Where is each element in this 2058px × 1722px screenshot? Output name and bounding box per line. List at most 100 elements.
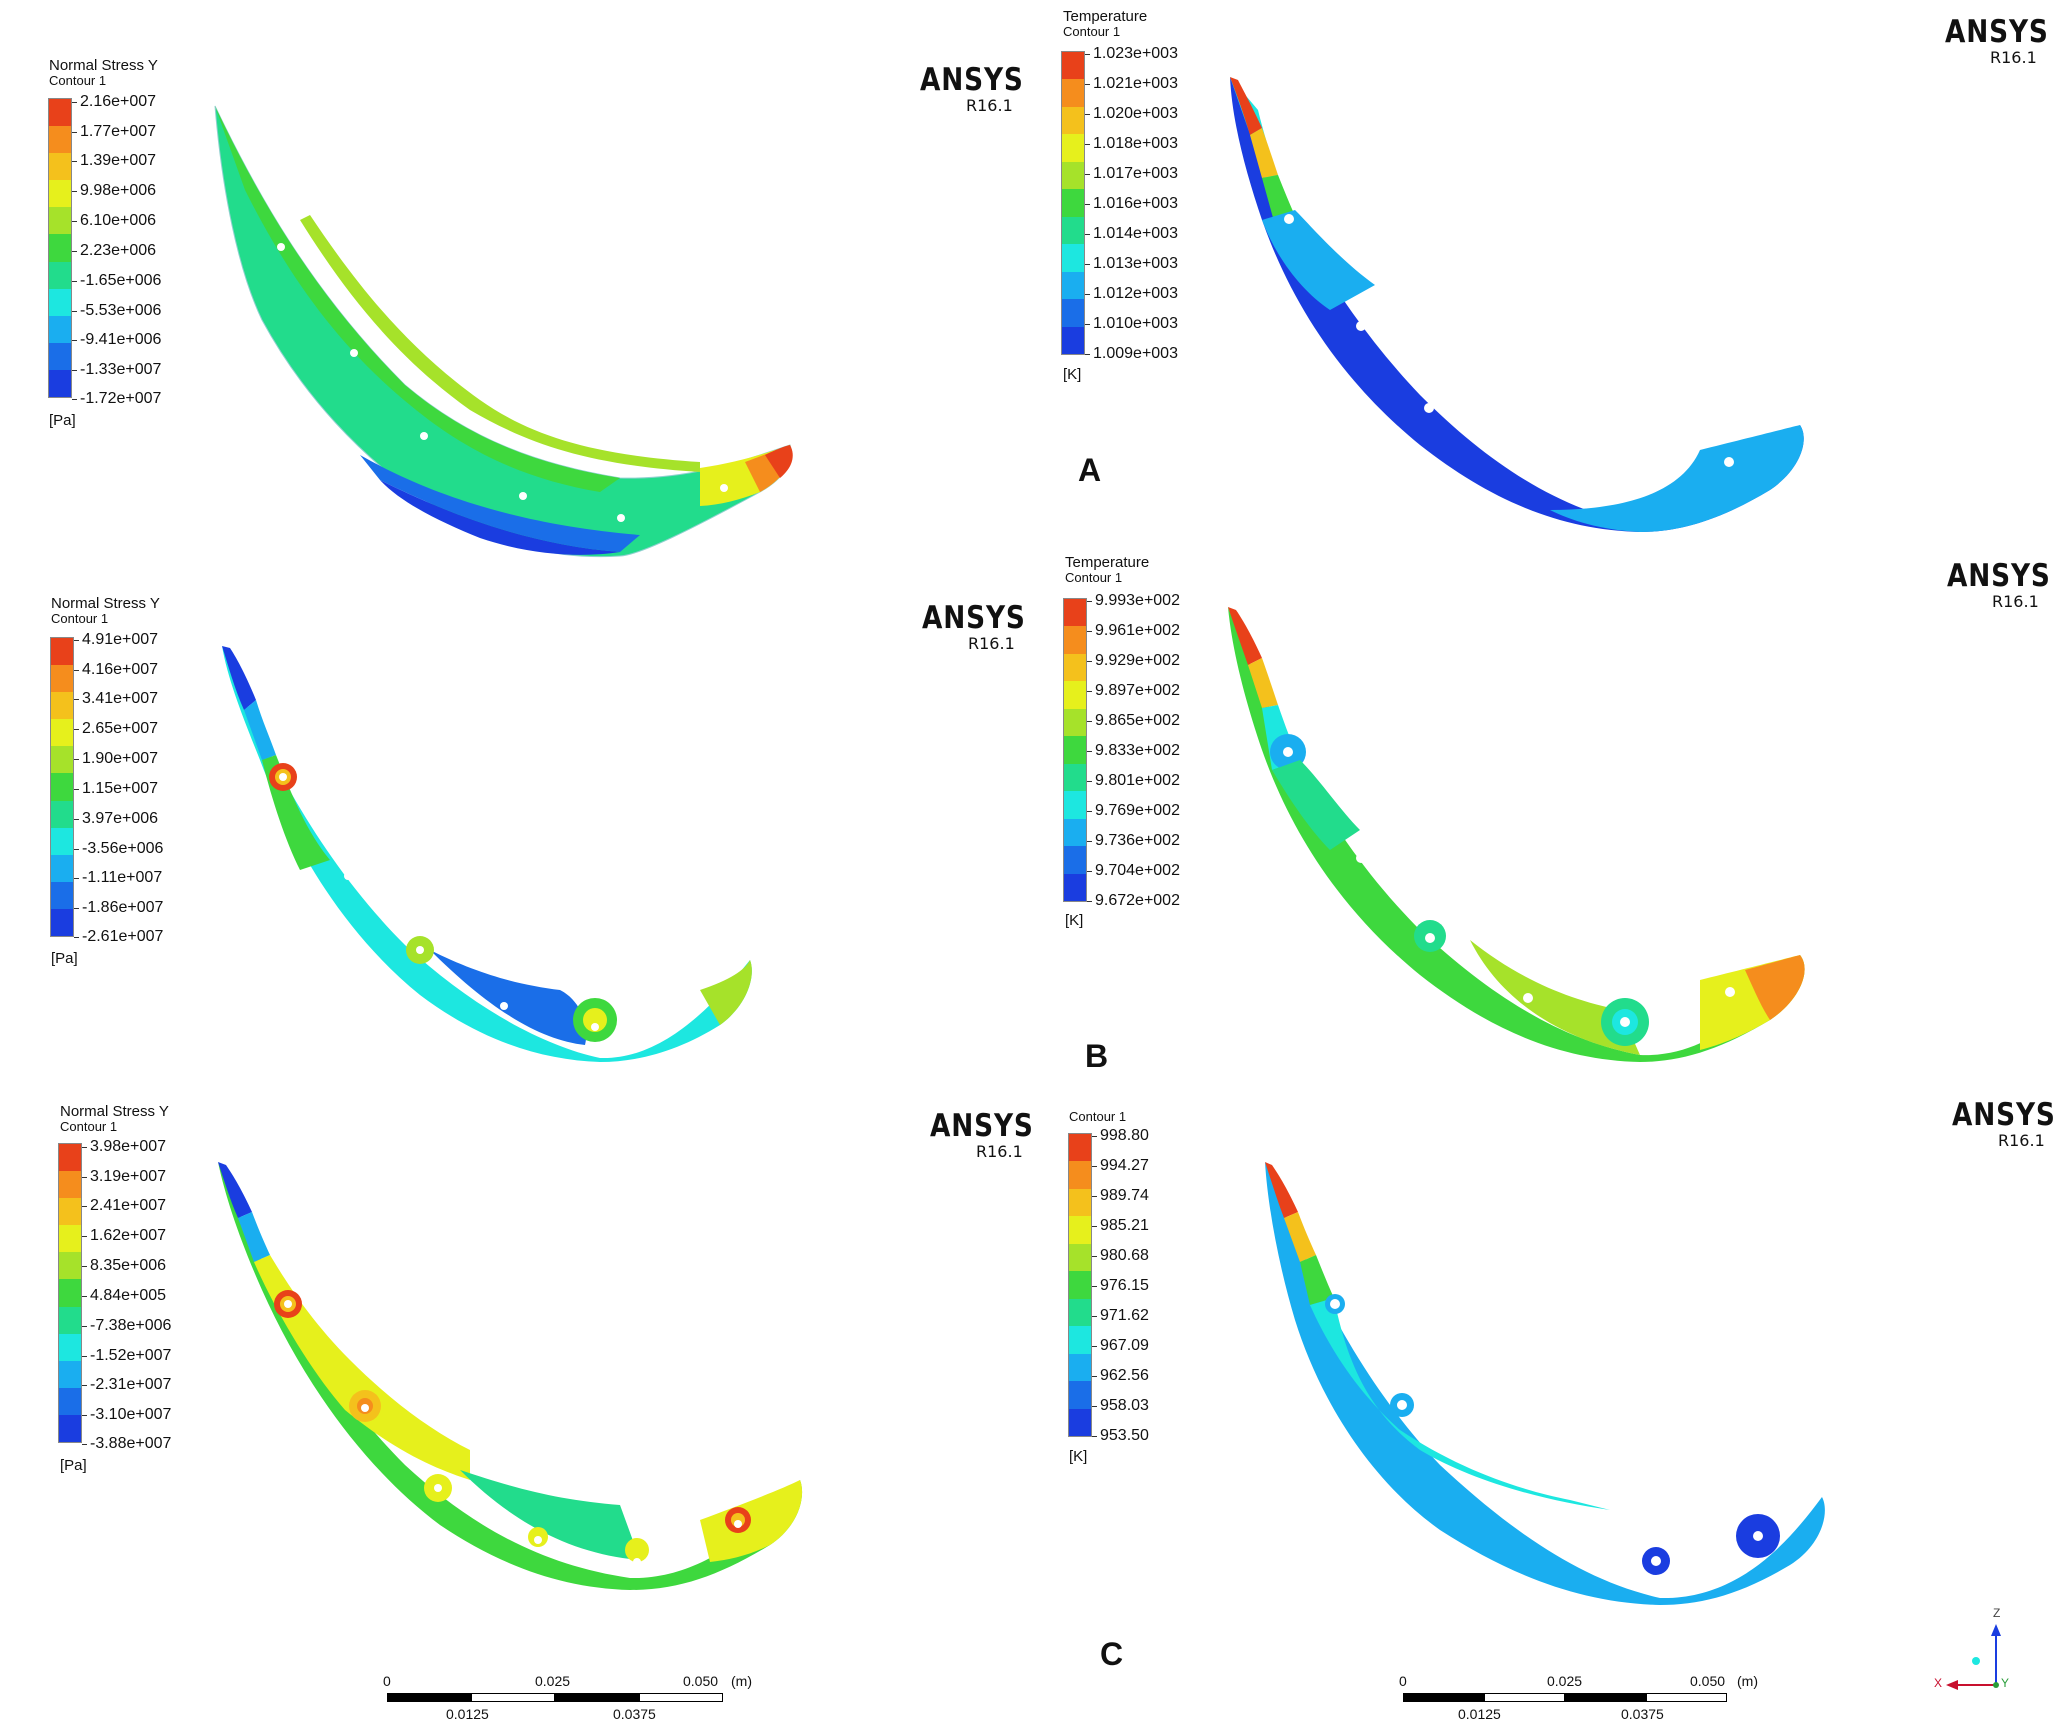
legend-tick: 989.74 xyxy=(1092,1187,1149,1204)
legend-tick: 9.704e+002 xyxy=(1087,862,1180,879)
color-legend-bar xyxy=(1068,1133,1092,1437)
legend-tick: 1.012e+003 xyxy=(1085,285,1178,302)
legend-tick: 9.961e+002 xyxy=(1087,622,1180,639)
legend-subtitle: Contour 1 xyxy=(1069,1109,1127,1124)
legend-tick: 9.801e+002 xyxy=(1087,772,1180,789)
scale-label: 0.0375 xyxy=(613,1706,656,1722)
legend-subtitle: Contour 1 xyxy=(1063,24,1121,39)
legend-tick: -1.11e+007 xyxy=(73,869,163,886)
legend-tick: 9.833e+002 xyxy=(1087,742,1180,759)
ansys-release: R16.1 xyxy=(966,96,1013,115)
axis-x-label: X xyxy=(1934,1676,1943,1690)
scale-label: 0 xyxy=(383,1673,391,1689)
ansys-logo: ANSYS xyxy=(930,1108,1034,1144)
legend-tick: 9.929e+002 xyxy=(1087,652,1180,669)
legend-tick: 1.90e+007 xyxy=(73,750,159,767)
color-legend-bar xyxy=(50,637,74,937)
legend-subtitle: Contour 1 xyxy=(60,1119,118,1134)
legend-tick: 4.91e+007 xyxy=(73,631,159,648)
scale-label: 0.0375 xyxy=(1621,1706,1664,1722)
ansys-logo: ANSYS xyxy=(1952,1097,2056,1133)
legend-unit: [Pa] xyxy=(60,1457,87,1474)
blade-a-temperature xyxy=(1230,77,1804,532)
legend-tick: 958.03 xyxy=(1092,1397,1149,1414)
blade-c-stress xyxy=(218,1162,803,1590)
legend-unit: [K] xyxy=(1069,1448,1088,1465)
legend-tick: 4.84e+005 xyxy=(81,1287,167,1304)
scale-label: 0.0125 xyxy=(1458,1706,1501,1722)
legend-tick: 1.023e+003 xyxy=(1085,45,1178,62)
legend-tick: 6.10e+006 xyxy=(71,212,157,229)
blade-b-stress xyxy=(222,646,752,1062)
legend-tick: 4.16e+007 xyxy=(73,661,159,678)
legend-tick: 9.897e+002 xyxy=(1087,682,1180,699)
legend-tick: 3.97e+006 xyxy=(73,810,159,827)
legend-tick: 1.014e+003 xyxy=(1085,225,1178,242)
ansys-release: R16.1 xyxy=(976,1142,1023,1161)
legend-tick: -2.61e+007 xyxy=(73,928,164,945)
row-label-b: B xyxy=(1085,1038,1109,1074)
ansys-release: R16.1 xyxy=(1992,592,2039,611)
legend-tick: -2.31e+007 xyxy=(81,1376,172,1393)
legend-tick: -1.65e+006 xyxy=(71,272,162,289)
color-legend-bar xyxy=(1063,598,1087,902)
legend-tick: 2.41e+007 xyxy=(81,1197,167,1214)
legend-tick: 1.15e+007 xyxy=(73,780,159,797)
legend-subtitle: Contour 1 xyxy=(49,73,107,88)
color-legend-bar xyxy=(58,1143,82,1443)
legend-tick: -1.52e+007 xyxy=(81,1347,172,1364)
ansys-logo: ANSYS xyxy=(1945,14,2049,50)
legend-tick: 2.65e+007 xyxy=(73,720,159,737)
ansys-release: R16.1 xyxy=(968,634,1015,653)
blade-c-temperature xyxy=(1265,1162,1825,1605)
legend-tick: 994.27 xyxy=(1092,1157,1149,1174)
legend-subtitle: Contour 1 xyxy=(51,611,109,626)
row-label-c: C xyxy=(1100,1636,1124,1672)
legend-tick: 3.98e+007 xyxy=(81,1138,167,1155)
axis-y-label: Y xyxy=(2001,1676,2010,1690)
legend-tick: -3.56e+006 xyxy=(73,840,164,857)
legend-tick: 962.56 xyxy=(1092,1367,1149,1384)
legend-tick: 985.21 xyxy=(1092,1217,1149,1234)
legend-tick: -1.33e+007 xyxy=(71,361,162,378)
legend-tick: 1.39e+007 xyxy=(71,152,157,169)
legend-tick: 1.77e+007 xyxy=(71,123,157,140)
legend-tick: 9.98e+006 xyxy=(71,182,157,199)
ansys-logo: ANSYS xyxy=(922,600,1026,636)
ansys-release: R16.1 xyxy=(1998,1131,2045,1150)
legend-tick: 1.009e+003 xyxy=(1085,345,1178,362)
legend-unit: [Pa] xyxy=(49,412,76,429)
legend-title: Normal Stress Y xyxy=(60,1103,169,1120)
legend-tick: 3.19e+007 xyxy=(81,1168,167,1185)
scale-label: 0.0125 xyxy=(446,1706,489,1722)
legend-tick: 8.35e+006 xyxy=(81,1257,167,1274)
legend-title: Temperature xyxy=(1065,554,1150,571)
legend-tick: 2.23e+006 xyxy=(71,242,157,259)
legend-title: Temperature xyxy=(1063,8,1148,25)
ansys-logo: ANSYS xyxy=(1947,558,2051,594)
blade-b-temperature xyxy=(1228,607,1805,1062)
legend-tick: 976.15 xyxy=(1092,1277,1149,1294)
legend-tick: -7.38e+006 xyxy=(81,1317,172,1334)
scale-label: 0.050 xyxy=(683,1673,719,1689)
scale-label: 0 xyxy=(1399,1673,1407,1689)
row-label-a: A xyxy=(1078,452,1102,488)
legend-unit: [K] xyxy=(1065,912,1084,929)
legend-tick: -1.86e+007 xyxy=(73,899,164,916)
legend-tick: 1.017e+003 xyxy=(1085,165,1178,182)
legend-tick: 9.993e+002 xyxy=(1087,592,1180,609)
color-legend-bar xyxy=(1061,51,1085,355)
scale-label: 0.025 xyxy=(535,1673,571,1689)
legend-tick: -3.10e+007 xyxy=(81,1406,172,1423)
legend-tick: 1.020e+003 xyxy=(1085,105,1178,122)
scale-unit: (m) xyxy=(731,1673,752,1689)
legend-tick: 980.68 xyxy=(1092,1247,1149,1264)
blade-a-stress xyxy=(214,105,793,558)
color-legend-bar xyxy=(48,98,72,398)
legend-tick: -5.53e+006 xyxy=(71,302,162,319)
legend-subtitle: Contour 1 xyxy=(1065,570,1123,585)
legend-unit: [K] xyxy=(1063,366,1082,383)
legend-tick: 1.62e+007 xyxy=(81,1227,167,1244)
legend-tick: 9.769e+002 xyxy=(1087,802,1180,819)
legend-unit: [Pa] xyxy=(51,950,78,967)
